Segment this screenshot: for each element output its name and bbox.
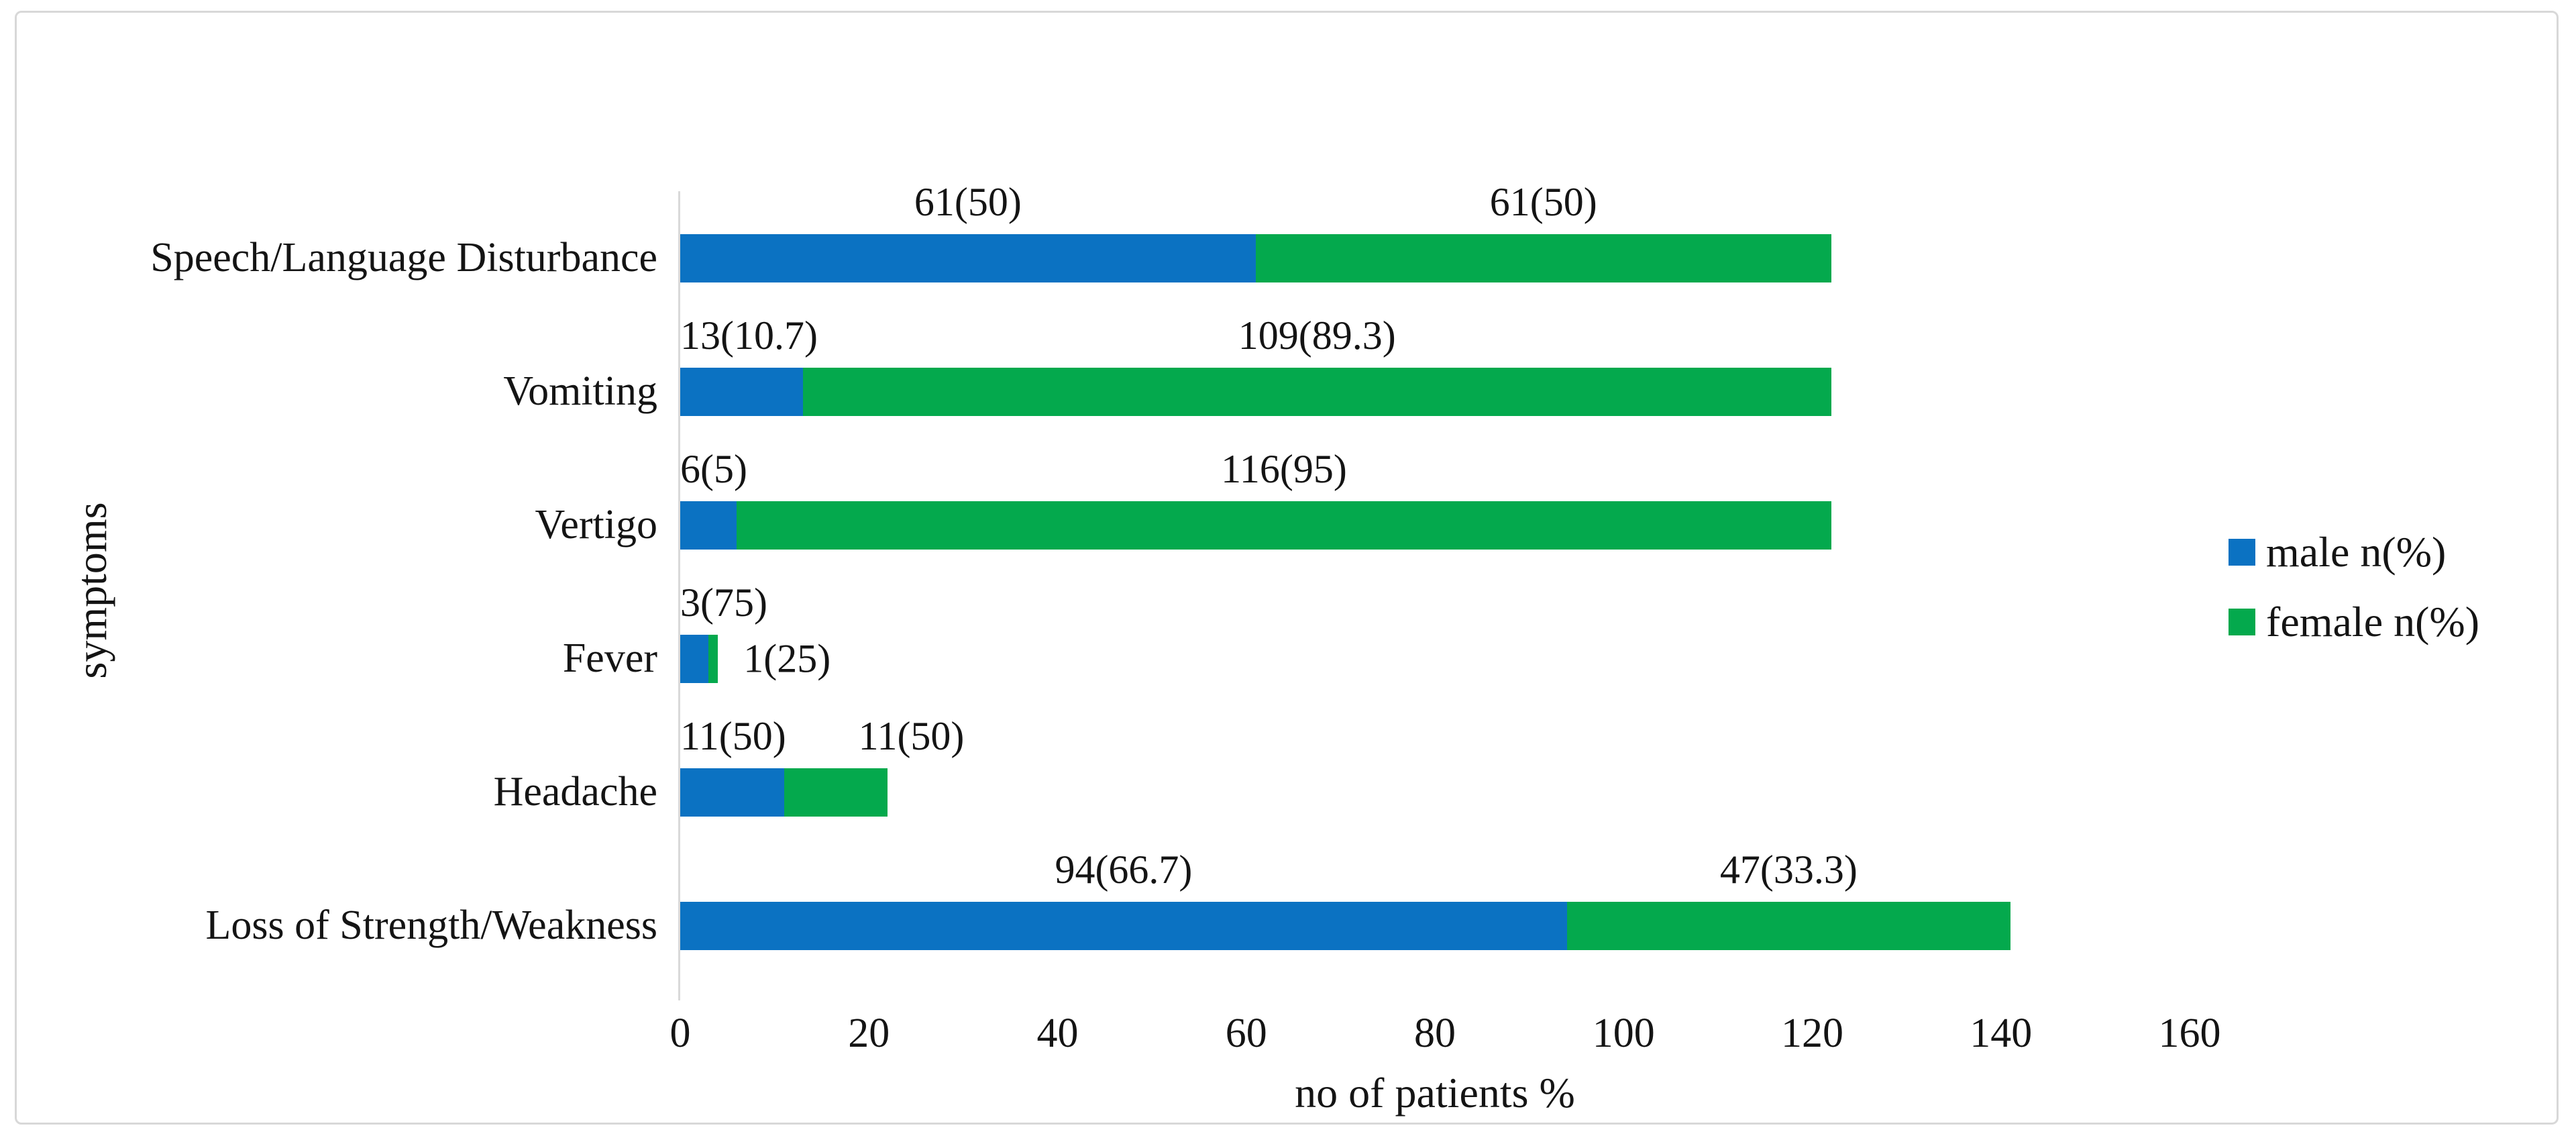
- data-label-female: 11(50): [858, 713, 965, 758]
- bar-row: 3(75) 1(25): [680, 581, 2190, 725]
- data-label-male: 11(50): [680, 713, 786, 758]
- bar-row: 94(66.7) 47(33.3): [680, 848, 2190, 992]
- x-tick-label: 160: [2158, 1011, 2221, 1056]
- x-tick-label: 60: [1225, 1011, 1267, 1056]
- category-label: Vomiting: [503, 368, 657, 414]
- bar-row: 13(10.7) 109(89.3): [680, 314, 2190, 458]
- x-axis-ticks: 0 20 40 60 80 100 120 140 160: [670, 1010, 2221, 1064]
- bar-segment-female: [802, 367, 1831, 416]
- category-label: Speech/Language Disturbance: [150, 235, 657, 280]
- category-column: Speech/Language Disturbance Vomiting Verti…: [34, 191, 657, 992]
- bar-row: 11(50) 11(50): [680, 715, 2190, 859]
- bar-row: 6(5) 116(95): [680, 448, 2190, 592]
- bar-segment-male: [680, 634, 709, 683]
- legend-swatch: [2229, 539, 2255, 566]
- bar-segment-female: [708, 634, 718, 683]
- category-label: Fever: [562, 635, 657, 681]
- bar-segment-female: [784, 768, 888, 817]
- x-tick-label: 120: [1781, 1011, 1843, 1056]
- x-tick-label: 140: [1970, 1011, 2033, 1056]
- data-label-female: 1(25): [743, 636, 831, 680]
- data-label-female: 109(89.3): [1238, 313, 1396, 358]
- bar-segment-female: [1566, 901, 2010, 950]
- bar-segment-male: [680, 901, 1567, 950]
- legend-item: female n(%): [2229, 597, 2479, 647]
- data-label-male: 94(66.7): [1055, 847, 1193, 892]
- category-label: Loss of Strength/Weakness: [205, 902, 657, 948]
- data-label-male: 13(10.7): [680, 313, 818, 358]
- data-label-female: 47(33.3): [1719, 847, 1858, 892]
- bar-segment-male: [680, 367, 803, 416]
- x-axis-title: no of patients %: [1295, 1069, 1575, 1117]
- legend-label: female n(%): [2266, 598, 2480, 645]
- data-label-male: 61(50): [914, 179, 1022, 224]
- bar-segment-male: [680, 768, 784, 817]
- bar-segment-female: [1255, 234, 1831, 282]
- legend-swatch: [2229, 609, 2255, 635]
- x-tick-label: 20: [848, 1011, 890, 1056]
- data-label-male: 3(75): [680, 580, 767, 625]
- category-label: Headache: [493, 769, 657, 815]
- x-tick-label: 40: [1036, 1011, 1079, 1056]
- bar-segment-male: [680, 234, 1256, 282]
- x-tick-label: 80: [1414, 1011, 1456, 1056]
- legend-item: male n(%): [2229, 527, 2479, 577]
- bar-segment-female: [737, 501, 1831, 550]
- y-axis-line: [678, 191, 680, 1000]
- legend-label: male n(%): [2266, 528, 2447, 576]
- bar-row: 61(50) 61(50): [680, 180, 2190, 325]
- x-tick-label: 100: [1592, 1011, 1655, 1056]
- data-label-female: 61(50): [1489, 179, 1597, 224]
- x-tick-label: 0: [669, 1011, 691, 1056]
- data-label-male: 6(5): [680, 446, 747, 491]
- category-label: Vertigo: [535, 502, 657, 548]
- legend: male n(%) female n(%): [2229, 527, 2479, 647]
- data-label-female: 116(95): [1221, 446, 1347, 491]
- bar-segment-male: [680, 501, 737, 550]
- plot-area: 61(50) 61(50) 13(10.7) 109(89.3) 6(5) 116(95)…: [678, 180, 2190, 1000]
